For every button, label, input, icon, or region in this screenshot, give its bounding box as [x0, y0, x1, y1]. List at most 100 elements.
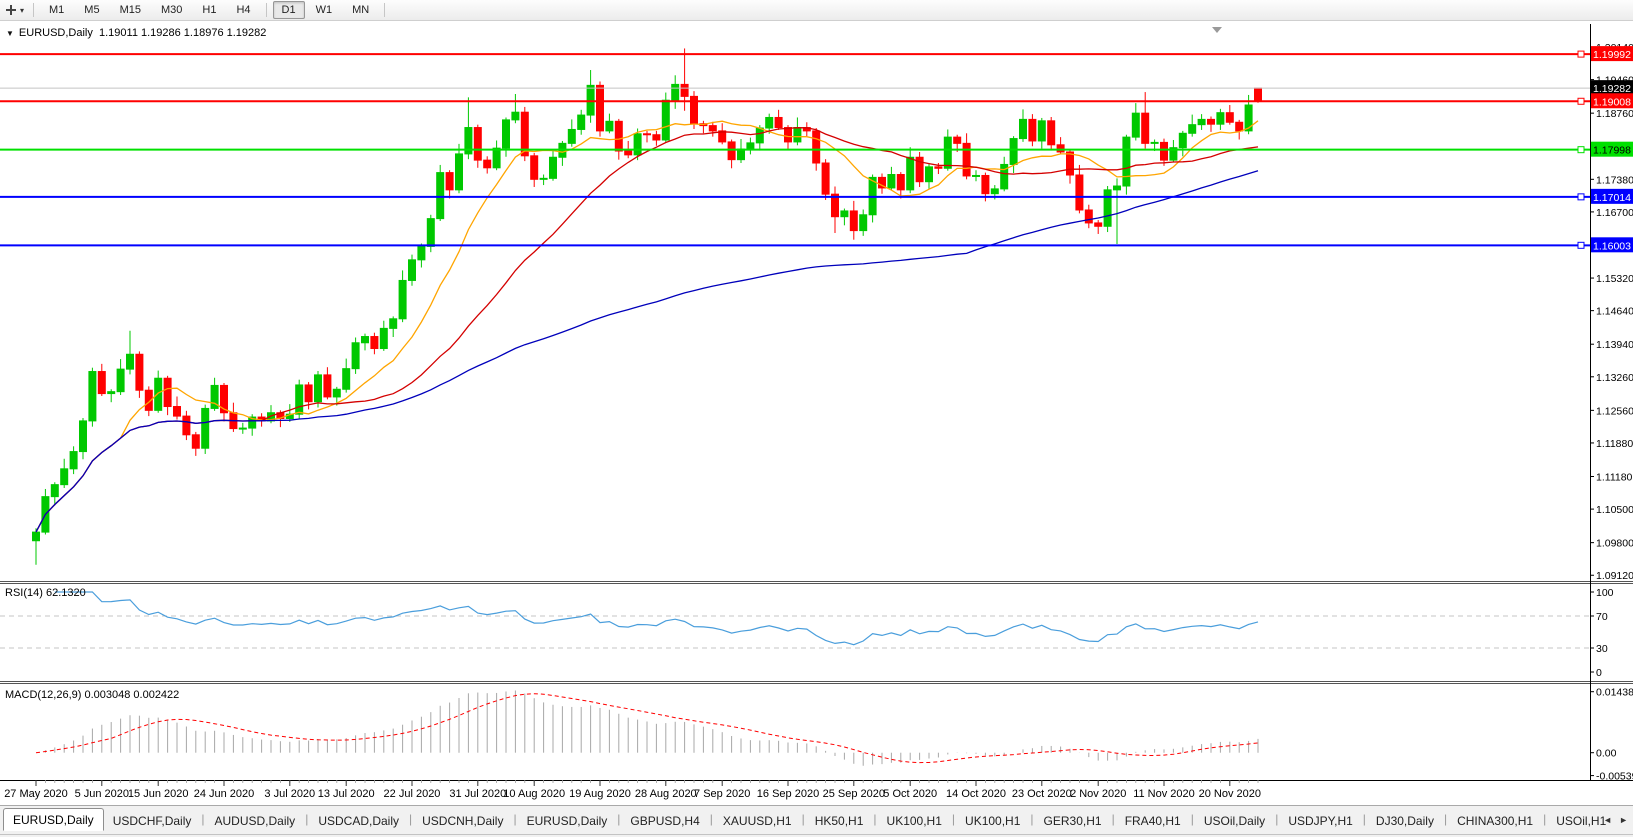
timeframe-button-w1[interactable]: W1 — [315, 4, 333, 16]
hline-handle[interactable] — [1577, 146, 1585, 154]
timeframe-button-m30[interactable]: M30 — [160, 4, 183, 16]
tab-dj30-daily[interactable]: DJ30,Daily — [1375, 814, 1434, 828]
toolbar-separator — [384, 3, 386, 17]
svg-text:1.14640: 1.14640 — [1596, 306, 1633, 318]
svg-text:70: 70 — [1596, 611, 1608, 623]
svg-text:16 Sep 2020: 16 Sep 2020 — [757, 788, 819, 800]
tabbar-underline — [0, 834, 1633, 835]
tab-uk100-h1[interactable]: UK100,H1 — [886, 814, 942, 828]
tab-hk50-h1[interactable]: HK50,H1 — [814, 814, 864, 828]
rsi-line — [54, 591, 1259, 646]
hline-handle[interactable] — [1577, 50, 1585, 58]
svg-text:0.014384: 0.014384 — [1596, 687, 1633, 699]
svg-text:1.16700: 1.16700 — [1596, 207, 1633, 219]
svg-text:1.13260: 1.13260 — [1596, 372, 1633, 384]
tab-eurusd-daily[interactable]: EURUSD,Daily — [3, 808, 104, 831]
tab-separator: | — [1190, 811, 1194, 826]
candles — [32, 48, 1262, 565]
tab-separator: | — [1362, 811, 1366, 826]
hline-handle[interactable] — [1577, 241, 1585, 249]
symbol-tab-bar: EURUSD,Daily USDCHF,Daily | AUDUSD,Daily | US… — [0, 805, 1633, 837]
svg-text:1.11180: 1.11180 — [1596, 472, 1633, 484]
tab-gbpusd-h4[interactable]: GBPUSD,H4 — [630, 814, 700, 828]
svg-text:19 Aug 2020: 19 Aug 2020 — [569, 788, 631, 800]
price-badge-1.19282 — [1591, 80, 1633, 96]
crosshair-icon[interactable] — [4, 3, 18, 17]
timeframe-button-m1[interactable]: M1 — [49, 4, 65, 16]
tab-separator: | — [1030, 811, 1034, 826]
svg-text:1.17998: 1.17998 — [1593, 145, 1631, 157]
svg-text:22 Jul 2020: 22 Jul 2020 — [384, 788, 441, 800]
timeframe-button-h4[interactable]: H4 — [236, 4, 251, 16]
svg-text:1.10500: 1.10500 — [1596, 504, 1633, 516]
tab-usdjpy-h1[interactable]: USDJPY,H1 — [1288, 814, 1353, 828]
moving-average-slow — [35, 170, 1259, 533]
price-badge-1.17014 — [1591, 188, 1633, 204]
svg-text:5 Oct 2020: 5 Oct 2020 — [883, 788, 937, 800]
svg-text:3 Jul 2020: 3 Jul 2020 — [264, 788, 315, 800]
moving-average-fast — [35, 120, 1259, 533]
tab-separator: | — [201, 811, 205, 826]
svg-text:1.16003: 1.16003 — [1593, 240, 1631, 252]
svg-text:20 Nov 2020: 20 Nov 2020 — [1199, 788, 1261, 800]
timeframe-button-m15[interactable]: M15 — [119, 4, 141, 16]
tab-xauusd-h1[interactable]: XAUUSD,H1 — [722, 814, 792, 828]
tab-uk100-h1[interactable]: UK100,H1 — [965, 814, 1021, 828]
tab-usoil-daily[interactable]: USOil,Daily — [1203, 814, 1266, 828]
tab-usdcnh-daily[interactable]: USDCNH,Daily — [422, 814, 504, 828]
price-badge-1.17998 — [1591, 141, 1633, 157]
tab-eurusd-daily[interactable]: EURUSD,Daily — [526, 814, 608, 828]
top-toolbar: ▾ M1 M5 M15 M30 H1 H4 D1 W1 MN — [0, 0, 1633, 21]
collapse-triangle-icon[interactable]: ▼ — [6, 28, 14, 38]
rsi-indicator-label: RSI(14) 62.1320 — [5, 587, 86, 599]
price-badge-1.19992 — [1591, 46, 1633, 62]
tab-separator: | — [1543, 811, 1547, 826]
svg-text:23 Oct 2020: 23 Oct 2020 — [1012, 788, 1072, 800]
svg-text:7 Sep 2020: 7 Sep 2020 — [694, 788, 750, 800]
svg-text:1.11880: 1.11880 — [1596, 438, 1633, 450]
svg-text:11 Nov 2020: 11 Nov 2020 — [1133, 788, 1195, 800]
timeframe-button-h1[interactable]: H1 — [202, 4, 217, 16]
tab-ger30-h1[interactable]: GER30,H1 — [1043, 814, 1102, 828]
svg-text:13 Jul 2020: 13 Jul 2020 — [318, 788, 375, 800]
svg-text:1.17014: 1.17014 — [1593, 192, 1631, 204]
tabs-scroll-left-icon[interactable]: ◄ — [1603, 815, 1613, 825]
svg-text:14 Oct 2020: 14 Oct 2020 — [946, 788, 1006, 800]
svg-text:1.19008: 1.19008 — [1593, 96, 1631, 108]
hline-handle[interactable] — [1577, 193, 1585, 201]
tabs-scroll-right-icon[interactable]: ► — [1619, 815, 1628, 825]
timeframe-button-m5[interactable]: M5 — [84, 4, 100, 16]
chart-ohlc-title: ▼ EURUSD,Daily 1.19011 1.19286 1.18976 1… — [6, 27, 266, 39]
tab-usdchf-daily[interactable]: USDCHF,Daily — [112, 814, 192, 828]
svg-text:-0.005394: -0.005394 — [1596, 771, 1633, 783]
price-badge-1.19008 — [1591, 93, 1633, 109]
svg-text:31 Jul 2020: 31 Jul 2020 — [449, 788, 506, 800]
tab-separator: | — [951, 811, 956, 826]
tab-separator: | — [801, 811, 805, 826]
svg-text:0: 0 — [1596, 667, 1602, 679]
timeframe-button-mn[interactable]: MN — [352, 4, 370, 16]
chart-shift-marker-icon[interactable] — [1212, 27, 1222, 33]
tab-separator: | — [305, 811, 309, 826]
toolbar-separator — [33, 3, 35, 17]
svg-text:100: 100 — [1596, 587, 1614, 599]
tab-usoil-h1[interactable]: USOil,H1 — [1556, 814, 1607, 828]
svg-text:15 Jun 2020: 15 Jun 2020 — [128, 788, 189, 800]
svg-text:1.13940: 1.13940 — [1596, 339, 1633, 351]
tab-usdcad-daily[interactable]: USDCAD,Daily — [318, 814, 399, 828]
hline-handle[interactable] — [1577, 97, 1585, 105]
tab-china300-h1[interactable]: CHINA300,H1 — [1457, 814, 1534, 828]
timeframe-button-d1[interactable]: D1 — [272, 1, 305, 19]
moving-average-mid — [35, 127, 1259, 533]
svg-text:1.19992: 1.19992 — [1593, 49, 1631, 61]
tab-audusd-daily[interactable]: AUDUSD,Daily — [214, 814, 296, 828]
tab-separator: | — [617, 811, 621, 826]
ohlc-text: EURUSD,Daily 1.19011 1.19286 1.18976 1.1… — [18, 27, 267, 39]
toolbar-separator — [265, 3, 267, 17]
svg-text:1.17380: 1.17380 — [1596, 174, 1633, 186]
svg-text:1.15320: 1.15320 — [1596, 273, 1633, 285]
tab-fra40-h1[interactable]: FRA40,H1 — [1124, 814, 1181, 828]
dropdown-caret-icon[interactable]: ▾ — [20, 5, 25, 15]
svg-text:10 Aug 2020: 10 Aug 2020 — [503, 788, 565, 800]
